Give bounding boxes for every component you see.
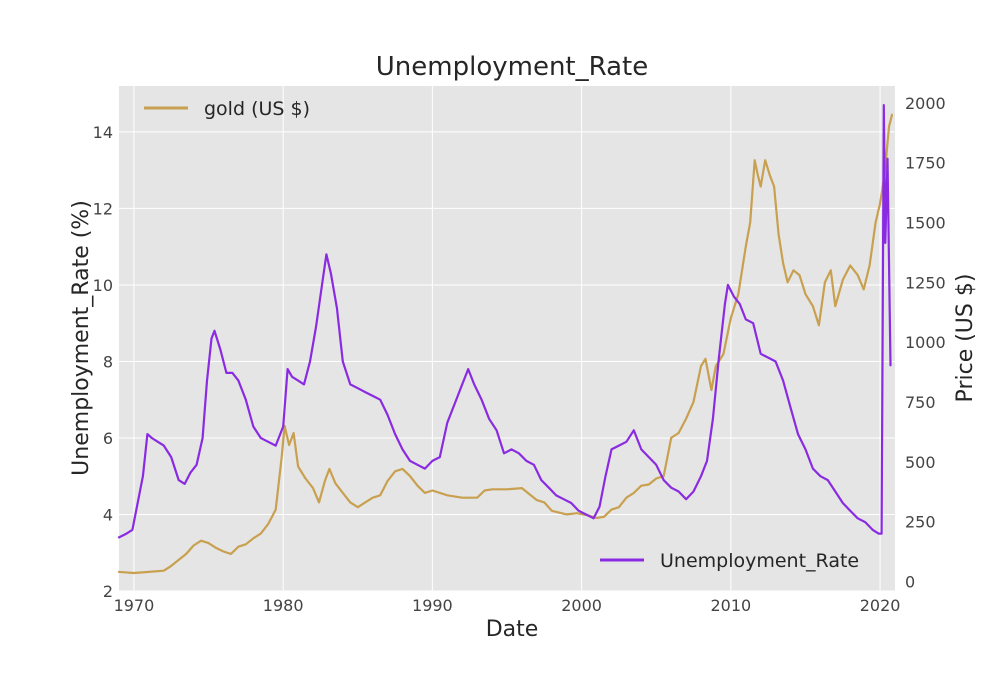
chart-title: Unemployment_Rate: [376, 52, 648, 82]
y-axis-label-right: Price (US $): [953, 274, 978, 403]
y-right-tick-label: 0: [905, 572, 915, 591]
y-right-tick-label: 1000: [905, 333, 946, 352]
x-axis-label: Date: [486, 617, 539, 642]
y-right-tick-label: 1250: [905, 273, 946, 292]
x-tick-label: 2010: [710, 596, 751, 615]
legend-unemployment: Unemployment_Rate: [600, 550, 859, 572]
y-left-tick-label: 4: [103, 505, 113, 524]
y-right-tick-label: 1750: [905, 154, 946, 173]
legend-gold-label: gold (US $): [204, 98, 310, 120]
ticks: 1970 1980 1990 2000 2010 2020 2 4 6 8 10 12 14 0 250 50…: [93, 94, 946, 615]
grid: [119, 86, 895, 592]
y-right-tick-label: 500: [905, 453, 936, 472]
y-right-tick-label: 2000: [905, 94, 946, 113]
plot-background: [119, 86, 895, 591]
y-right-tick-label: 750: [905, 393, 936, 412]
x-tick-label: 1970: [114, 596, 155, 615]
series-line-gold-us: [117, 113, 894, 575]
y-left-tick-label: 2: [103, 582, 113, 601]
series-layer: [117, 104, 894, 575]
x-tick-label: 2000: [561, 596, 602, 615]
y-left-tick-label: 14: [93, 123, 113, 142]
y-right-tick-label: 250: [905, 513, 936, 532]
series-line-unemployment-rate: [117, 104, 892, 539]
y-left-tick-label: 6: [103, 429, 113, 448]
legend-gold: gold (US $): [144, 98, 310, 120]
y-axis-label-left: Unemployment_Rate (%): [69, 200, 94, 476]
legend-unemployment-label: Unemployment_Rate: [660, 550, 859, 572]
x-tick-label: 2020: [860, 596, 901, 615]
y-left-tick-label: 10: [93, 276, 113, 295]
x-tick-label: 1990: [412, 596, 453, 615]
y-left-tick-label: 12: [93, 199, 113, 218]
x-tick-label: 1980: [263, 596, 304, 615]
y-right-tick-label: 1500: [905, 213, 946, 232]
y-left-tick-label: 8: [103, 352, 113, 371]
